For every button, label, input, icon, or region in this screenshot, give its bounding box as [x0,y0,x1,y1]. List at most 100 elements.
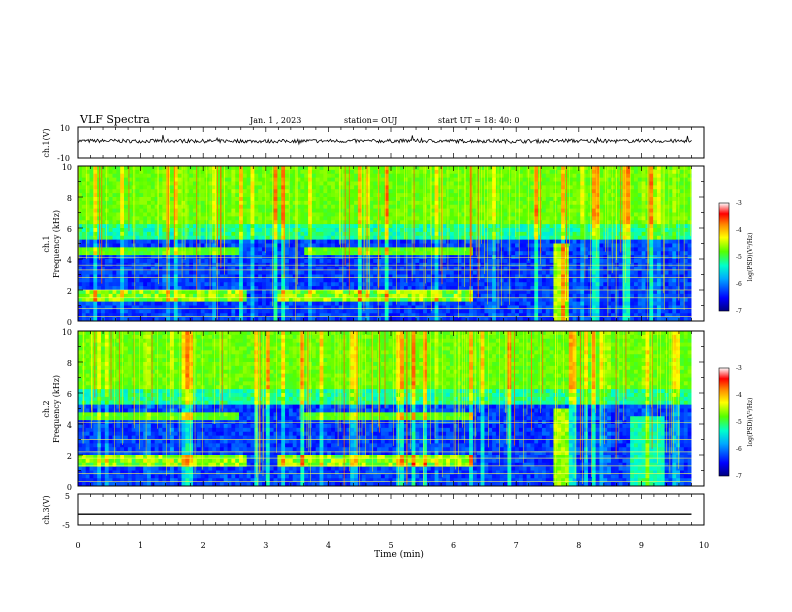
spectrogram-cell [407,212,412,217]
spectrogram-cell [246,216,251,221]
spectrogram-cell [281,166,286,171]
spectrogram-cell [653,216,658,221]
spectrogram-cell [296,173,301,179]
spectrogram-cell [196,173,202,179]
spectrogram-cell [549,166,554,171]
spectrogram-cell [116,216,121,221]
spectrogram-cell [380,169,386,175]
spectrogram-cell [641,274,646,279]
spectrogram-cell [515,235,520,241]
spectrogram-cell [227,251,232,256]
spectrogram-cell [304,197,309,202]
spectrogram-cell [461,220,466,225]
spectrogram-cell [292,177,297,182]
spectrogram-cell [488,231,493,237]
spectrogram-cell [388,239,393,244]
spectrogram-cell [587,173,593,179]
spectrogram-cell [564,200,570,206]
spectrogram-cell [246,278,251,283]
spectrogram-cell [668,228,673,233]
spectrogram-cell [170,235,175,241]
spectrogram-cell [530,216,535,221]
spectrogram-cell [269,177,274,182]
spectrogram-cell [365,193,370,198]
spectrogram-cell [246,177,251,182]
spectrogram-cell [679,266,685,272]
spectrogram-cell [568,204,574,210]
spectrogram-cell [250,177,255,182]
spectrogram-cell [400,243,405,248]
spectrogram-cell [350,173,355,179]
spectrogram-cell [622,270,627,275]
spectrogram-cell [522,259,527,264]
spectrogram-cell [116,189,121,194]
spectrogram-cell [618,282,623,287]
spectrogram-cell [419,189,424,194]
spectrogram-cell [254,282,259,287]
spectrogram-cell [499,247,504,252]
spectrogram-cell [285,193,290,198]
spectrogram-cell [660,259,666,264]
spectrogram-cell [499,239,504,244]
spectrogram-cell [135,228,140,233]
spectrogram-cell [235,169,240,175]
spectrogram-cell [219,274,225,279]
spectrogram-cell [396,243,401,248]
spectrogram-cell [258,173,263,179]
spectrogram-cell [442,166,447,171]
spectrogram-cell [453,166,458,171]
spectrogram-cell [346,197,351,202]
spectrogram-cell [81,212,87,217]
spectrogram-cell [315,278,320,283]
spectrogram-cell [649,259,654,264]
spectrogram-cell [350,259,355,264]
spectrogram-cell [104,278,110,283]
spectrogram-cell [239,216,244,221]
spectrogram-cell [595,193,600,198]
spectrogram-cell [679,185,685,190]
spectrogram-cell [127,282,133,287]
spectrogram-cell [265,204,271,210]
spectrogram-cell [158,185,163,190]
spectrogram-cell [576,282,581,287]
spectrogram-cell [564,166,570,171]
spectrogram-cell [135,216,140,221]
spectrogram-cell [676,239,681,244]
spectrogram-cell [246,282,251,287]
spectrogram-cell [515,181,520,186]
spectrogram-cell [465,189,470,194]
spectrogram-cell [676,197,681,202]
spectrogram-cell [319,193,324,198]
spectrogram-cell [338,189,343,194]
spectrogram-cell [208,197,213,202]
spectrogram-cell [258,231,263,237]
spectrogram-cell [346,231,351,237]
spectrogram-cell [269,200,274,206]
spectrogram-cell [89,247,94,252]
spectrogram-cell [369,177,374,182]
spectrogram-cell [223,220,228,225]
spectrogram-cell [235,243,240,248]
spectrogram-cell [403,235,409,241]
spectrogram-cell [572,185,577,190]
spectrogram-cell [338,216,343,221]
spectrogram-cell [511,274,516,279]
spectrogram-cell [285,266,290,272]
spectrogram-cell [331,251,336,256]
spectrogram-cell [653,197,658,202]
spectrogram-cell [369,247,374,252]
spectrogram-cell [189,166,194,171]
spectrogram-cell [120,274,125,279]
spectrogram-cell [296,200,301,206]
spectrogram-cell [304,239,309,244]
spectrogram-cell [449,278,455,283]
spectrogram-cell [124,181,129,186]
spectrogram-cell [200,185,205,190]
spectrogram-cell [219,239,225,244]
spectrogram-cell [124,228,129,233]
spectrogram-cell [200,251,205,256]
spectrogram-cell [296,282,301,287]
spectrogram-cell [676,231,681,237]
spectrogram-cell [430,228,435,233]
spectrogram-cell [124,197,129,202]
